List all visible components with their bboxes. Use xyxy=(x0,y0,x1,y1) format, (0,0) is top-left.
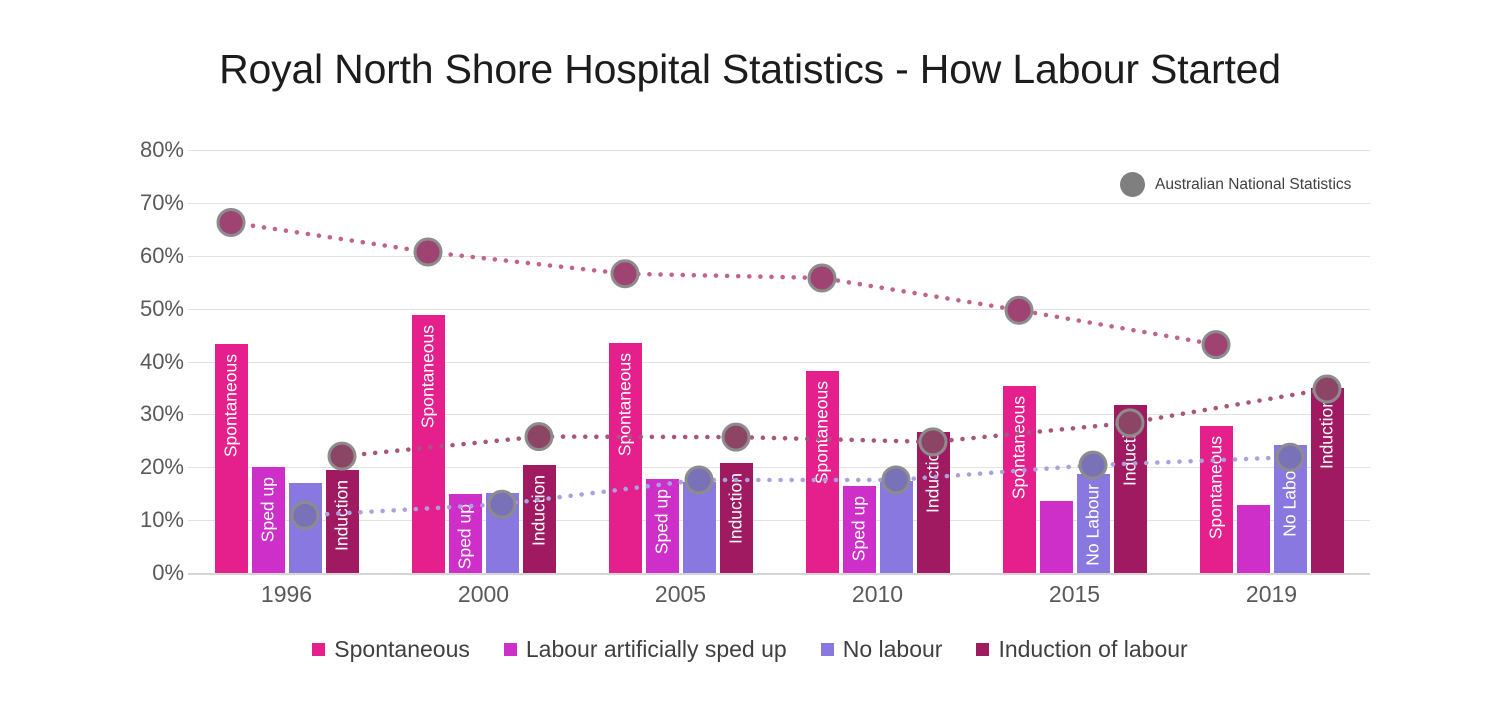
national-statistics-legend-label: Australian National Statistics xyxy=(1155,175,1352,193)
legend-swatch-icon xyxy=(503,643,517,656)
x-axis-tick-label: 1996 xyxy=(260,581,313,607)
series-legend: Spontaneous Labour artificially sped up No… xyxy=(0,636,1500,663)
national-statistics-marker-icon xyxy=(1120,172,1145,197)
bar[interactable]: Spontaneous xyxy=(1002,385,1036,573)
national-statistics-marker[interactable] xyxy=(721,422,751,452)
bar[interactable] xyxy=(879,481,913,573)
legend-item[interactable]: Labour artificially sped up xyxy=(503,636,787,663)
gridline xyxy=(188,150,1370,151)
legend-item[interactable]: Spontaneous xyxy=(312,636,470,663)
bar[interactable]: Induction xyxy=(1310,388,1344,573)
legend-item[interactable]: No labour xyxy=(820,636,943,663)
y-axis-tick-label: 30% xyxy=(139,401,184,427)
bar[interactable]: Induction xyxy=(522,465,556,573)
bar-inline-label: Spontaneous xyxy=(1205,436,1226,540)
bar[interactable]: Sped up xyxy=(448,494,482,573)
bar[interactable] xyxy=(485,492,519,573)
bar-inline-label: Induction xyxy=(922,441,943,513)
y-axis-tick-label: 60% xyxy=(139,242,184,268)
bar[interactable] xyxy=(682,482,716,573)
legend-item-label: Spontaneous xyxy=(334,636,470,662)
bar-inline-label: Induction xyxy=(528,475,549,547)
bar-inline-label: Sped up xyxy=(454,504,475,570)
bar[interactable]: Spontaneous xyxy=(411,314,445,573)
bar[interactable]: Spontaneous xyxy=(805,371,839,573)
national-statistics-marker[interactable] xyxy=(807,263,837,293)
bar[interactable]: Induction xyxy=(325,469,359,573)
bar-inline-label: No Labour xyxy=(1082,483,1103,566)
national-statistics-marker[interactable] xyxy=(1004,295,1034,325)
bar-inline-label: Spontaneous xyxy=(614,353,635,457)
x-axis-tick-label: 2010 xyxy=(851,581,904,607)
y-axis-tick-label: 80% xyxy=(139,137,184,162)
bar-inline-label: Spontaneous xyxy=(417,324,438,429)
x-axis-tick-label: 2005 xyxy=(654,581,707,607)
legend-item-label: No labour xyxy=(842,636,943,662)
bar[interactable]: Spontaneous xyxy=(608,343,642,573)
bar[interactable]: No Labour xyxy=(1273,444,1307,573)
bar[interactable]: Induction xyxy=(719,462,753,573)
gridline xyxy=(188,573,1370,575)
bar[interactable] xyxy=(1236,505,1270,573)
bar-inline-label: No Labour xyxy=(1279,454,1300,537)
y-axis-tick-label: 20% xyxy=(139,454,184,480)
legend-swatch-icon xyxy=(312,643,326,656)
legend-item[interactable]: Induction of labour xyxy=(976,636,1188,663)
national-statistics-marker[interactable] xyxy=(610,259,640,289)
x-axis-tick-label: 2000 xyxy=(457,581,510,607)
legend-swatch-icon xyxy=(976,643,990,656)
bar-inline-label: Spontaneous xyxy=(811,381,832,485)
y-axis-tick-label: 40% xyxy=(139,348,184,374)
x-axis-tick-label: 2015 xyxy=(1048,581,1101,607)
national-statistics-marker[interactable] xyxy=(1201,330,1231,360)
bar-inline-label: Sped up xyxy=(257,476,278,542)
y-axis-tick-label: 50% xyxy=(139,295,184,321)
bar[interactable]: Induction xyxy=(1113,405,1147,573)
bar[interactable]: Induction xyxy=(916,431,950,573)
y-axis-tick-label: 70% xyxy=(139,189,184,215)
trend-line xyxy=(228,220,1219,347)
bar[interactable]: Spontaneous xyxy=(214,344,248,573)
national-statistics-marker[interactable] xyxy=(216,207,246,237)
bar-inline-label: Spontaneous xyxy=(220,354,241,458)
gridline xyxy=(188,308,1370,310)
gridline xyxy=(188,467,1370,469)
national-statistics-legend: Australian National Statistics xyxy=(1120,172,1351,197)
national-statistics-marker[interactable] xyxy=(524,422,554,452)
bar[interactable] xyxy=(1039,501,1073,573)
national-statistics-marker[interactable] xyxy=(327,441,357,471)
legend-item-label: Induction of labour xyxy=(998,636,1188,662)
gridline xyxy=(188,202,1370,204)
gridline xyxy=(188,255,1370,257)
plot-area: Spontaneous Sped up Induction Spontaneous Sp… xyxy=(188,150,1370,575)
bar[interactable]: Sped up xyxy=(842,486,876,573)
y-axis-tick-label: 10% xyxy=(139,507,184,533)
bar-inline-label: Sped up xyxy=(651,489,672,555)
bar-inline-label: Induction xyxy=(1316,398,1337,470)
bar-inline-label: Induction xyxy=(331,479,352,551)
gridline xyxy=(188,361,1370,363)
bar-inline-label: Spontaneous xyxy=(1008,395,1029,499)
gridline xyxy=(188,520,1370,522)
bar-inline-label: Induction xyxy=(725,472,746,544)
bar-inline-label: Induction xyxy=(1119,415,1140,487)
y-axis-tick-label: 0% xyxy=(152,560,184,585)
bar-inline-label: Sped up xyxy=(848,496,869,562)
chart-title: Royal North Shore Hospital Statistics - … xyxy=(219,46,1281,92)
bar[interactable]: No Labour xyxy=(1076,473,1110,573)
legend-item-label: Labour artificially sped up xyxy=(525,636,787,662)
bar[interactable] xyxy=(288,482,322,573)
bar[interactable]: Spontaneous xyxy=(1199,426,1233,573)
gridline xyxy=(188,414,1370,416)
legend-swatch-icon xyxy=(820,643,834,656)
bar[interactable]: Sped up xyxy=(645,479,679,573)
national-statistics-marker[interactable] xyxy=(413,237,443,267)
x-axis-tick-label: 2019 xyxy=(1245,581,1298,607)
bar[interactable]: Sped up xyxy=(251,466,285,573)
